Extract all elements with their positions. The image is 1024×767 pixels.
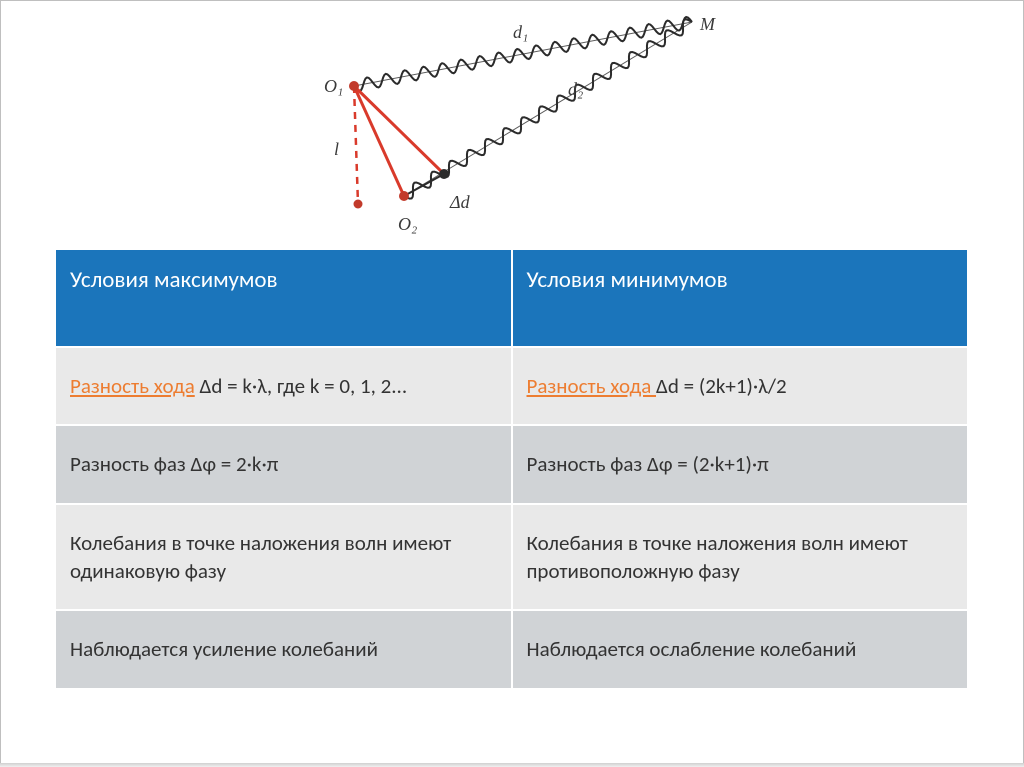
cell-text: Наблюдается усиление колебаний	[70, 636, 378, 662]
wave-diagram: O₁ O₂ Md₁ d₂ Δd l	[284, 8, 724, 246]
cell-max-obs: Наблюдается усиление колебаний	[55, 610, 512, 688]
table-row: Разность хода Δd = k·λ, где k = 0, 1, 2.…	[55, 347, 968, 425]
table-row: Колебания в точке наложения волн имеют о…	[55, 504, 968, 611]
slide-shadow	[0, 763, 1024, 767]
svg-text:M: M	[699, 14, 716, 34]
cell-max-desc: Колебания в точке наложения волн имеют о…	[55, 504, 512, 611]
svg-text:O₂: O₂	[398, 214, 417, 234]
cell-text: Δd = (2k+1)·λ/2	[656, 373, 787, 399]
table-row: Наблюдается усиление колебаний Наблюдает…	[55, 610, 968, 688]
path-diff-link[interactable]: Разность хода	[70, 373, 195, 399]
cell-min-pathdiff: Разность хода Δd = (2k+1)·λ/2	[512, 347, 969, 425]
svg-text:Δd: Δd	[449, 192, 471, 212]
svg-text:d₂: d₂	[568, 79, 583, 99]
cell-max-pathdiff: Разность хода Δd = k·λ, где k = 0, 1, 2.…	[55, 347, 512, 425]
table-row: Разность фаз Δφ = 2·k·π Разность фаз Δφ …	[55, 425, 968, 503]
svg-text:d₁: d₁	[513, 22, 528, 42]
cell-min-desc: Колебания в точке наложения волн имеют п…	[512, 504, 969, 611]
svg-text:l: l	[334, 139, 339, 159]
cell-text: Разность фаз Δφ = (2·k+1)·π	[527, 451, 769, 477]
cell-text: Колебания в точке наложения волн имеют о…	[70, 530, 451, 584]
cell-text: Δd = k·λ, где k = 0, 1, 2...	[195, 373, 407, 399]
cell-text: Разность фаз Δφ = 2·k·π	[70, 451, 278, 477]
cell-text: Колебания в точке наложения волн имеют п…	[527, 530, 908, 584]
header-max: Условия максимумов	[55, 249, 512, 347]
cell-min-phase: Разность фаз Δφ = (2·k+1)·π	[512, 425, 969, 503]
header-min: Условия минимумов	[512, 249, 969, 347]
cell-max-phase: Разность фаз Δφ = 2·k·π	[55, 425, 512, 503]
cell-text: Наблюдается ослабление колебаний	[527, 636, 857, 662]
conditions-table: Условия максимумов Условия минимумов Раз…	[54, 248, 969, 690]
cell-min-obs: Наблюдается ослабление колебаний	[512, 610, 969, 688]
path-diff-link[interactable]: Разность хода	[527, 373, 657, 399]
svg-text:O₁: O₁	[324, 76, 343, 96]
slide: O₁ O₂ Md₁ d₂ Δd l Условия максимумов Условия …	[0, 0, 1024, 767]
